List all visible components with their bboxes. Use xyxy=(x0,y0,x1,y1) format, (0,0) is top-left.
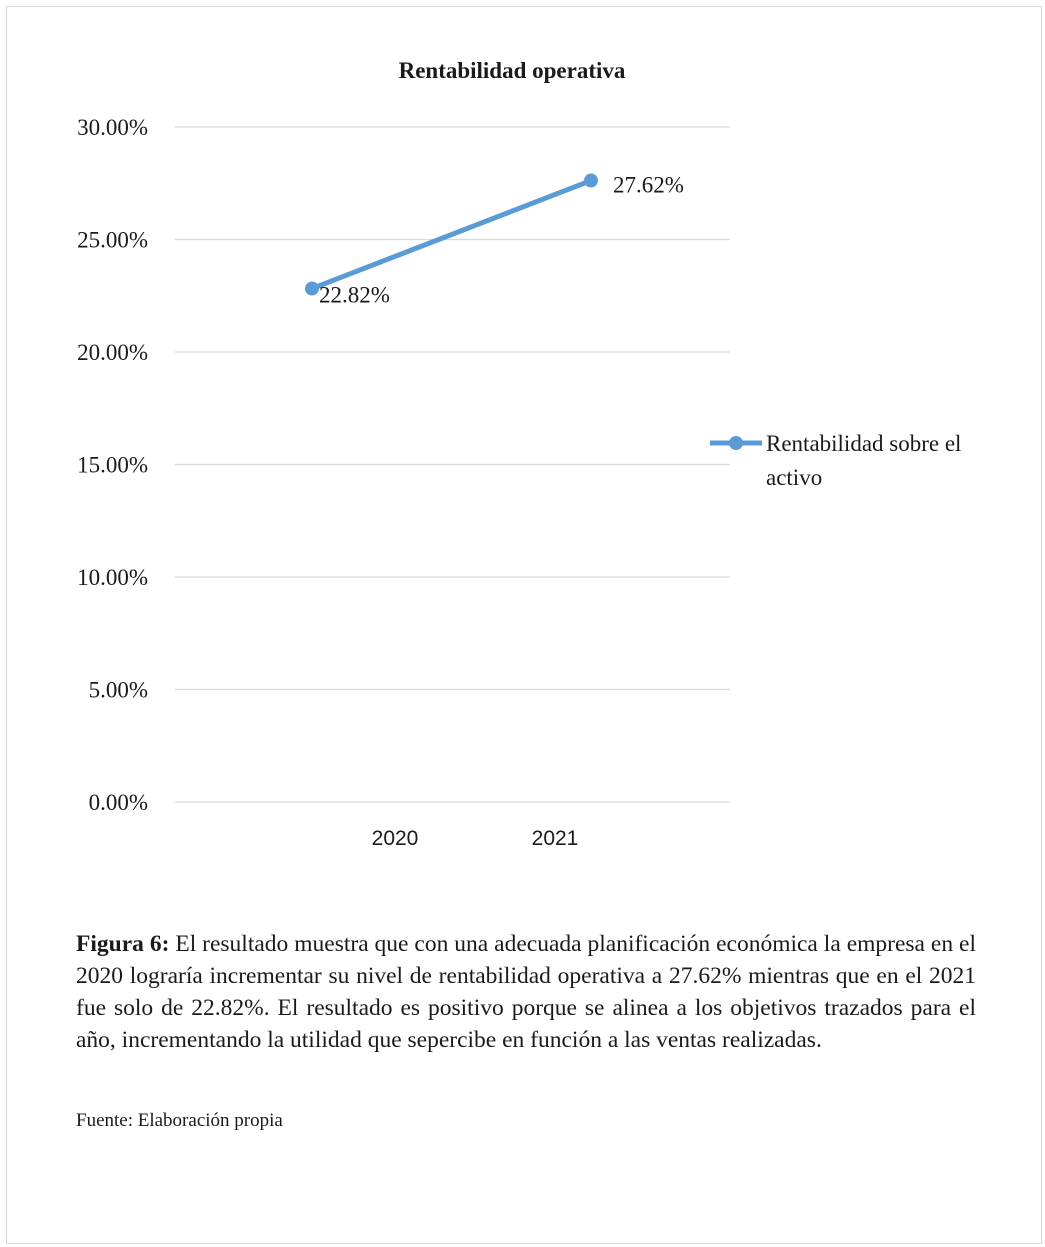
line-chart: Rentabilidad operativa 0.00% 5.00% 10.00% 15… xyxy=(77,58,961,850)
y-tick-label: 30.00% xyxy=(77,115,148,140)
y-tick-label: 15.00% xyxy=(77,453,148,478)
x-tick-label: 2020 xyxy=(372,827,419,850)
y-tick-label: 25.00% xyxy=(77,228,148,253)
legend-label: activo xyxy=(766,465,822,490)
data-point xyxy=(584,173,598,188)
y-tick-label: 0.00% xyxy=(89,790,148,815)
figure-source: Fuente: Elaboración propia xyxy=(76,1110,283,1131)
y-tick-label: 20.00% xyxy=(77,340,148,365)
y-tick-label: 10.00% xyxy=(77,565,148,590)
series-line xyxy=(309,178,594,292)
data-point xyxy=(305,281,319,296)
legend-marker xyxy=(729,436,743,450)
caption-label: Figura 6: xyxy=(76,931,170,957)
data-label: 22.82% xyxy=(319,283,390,308)
data-label: 27.62% xyxy=(613,173,684,198)
figure-frame xyxy=(6,6,1042,1244)
y-tick-label: 5.00% xyxy=(89,678,148,703)
caption-text: El resultado muestra que con una adecuad… xyxy=(76,931,976,1053)
legend-label: Rentabilidad sobre el xyxy=(766,431,961,456)
figure-caption: Figura 6: El resultado muestra que con u… xyxy=(76,928,976,1056)
x-tick-label: 2021 xyxy=(532,827,579,850)
chart-title: Rentabilidad operativa xyxy=(399,58,626,83)
